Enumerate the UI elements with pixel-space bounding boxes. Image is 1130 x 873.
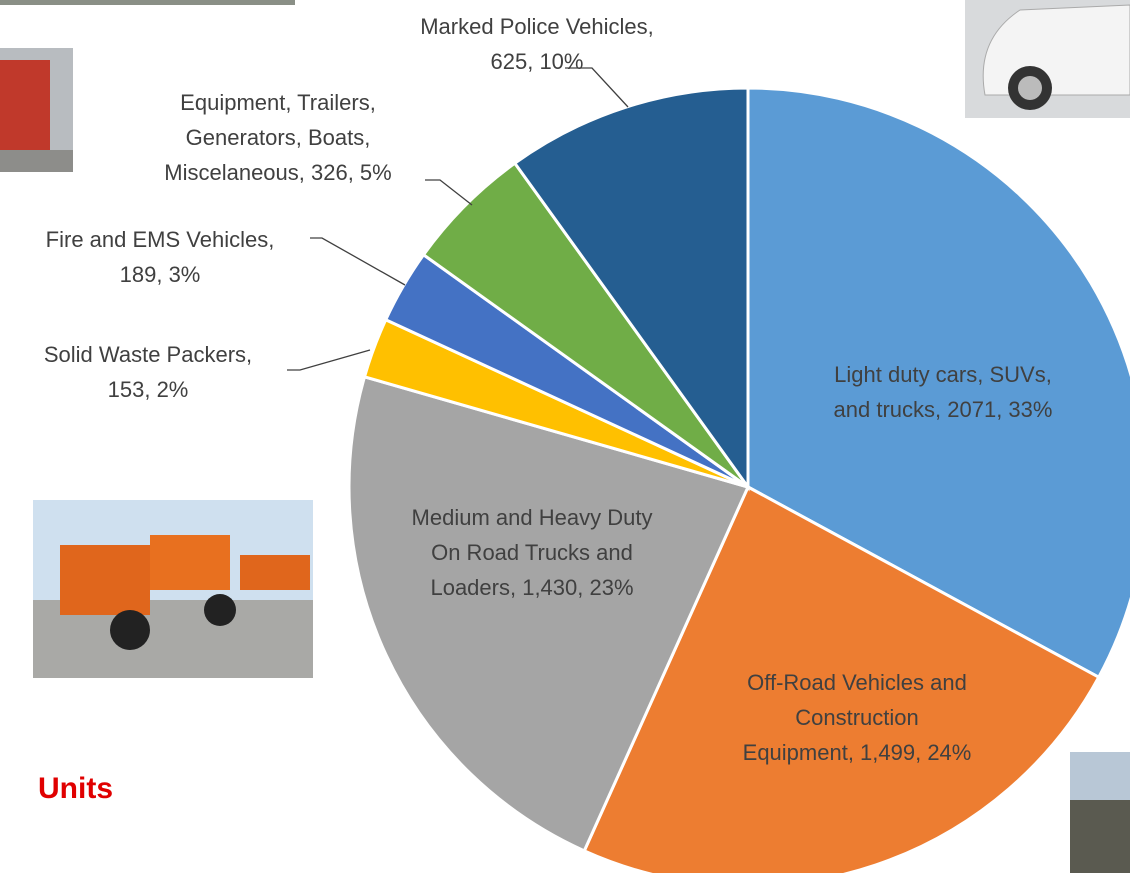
- leader-lines: [287, 67, 629, 371]
- pie-slice: [347, 374, 751, 853]
- slice-label: Fire and EMS Vehicles, 189, 3%: [45, 227, 275, 287]
- slice-label: Light duty cars, SUVs, and trucks, 2071,…: [833, 362, 1053, 422]
- leader-line: [287, 349, 371, 371]
- leader-line: [425, 179, 473, 206]
- slice-label: Equipment, Trailers, Generators, Boats, …: [164, 90, 392, 185]
- pie-slice: [746, 86, 1130, 680]
- photo: [0, 0, 295, 5]
- slice-label: Off-Road Vehicles and Construction Equip…: [742, 670, 972, 765]
- leader-line: [310, 237, 406, 286]
- photo-car: [965, 0, 1130, 118]
- slice-label: Medium and Heavy Duty On Road Trucks and…: [411, 505, 653, 600]
- photo-dump-truck: [33, 500, 313, 678]
- photo-fire-truck: [0, 48, 73, 172]
- leader-line: [565, 67, 629, 108]
- pie-slice: [582, 484, 1101, 873]
- slice-label: Marked Police Vehicles, 625, 10%: [420, 14, 654, 74]
- pie: [347, 86, 1130, 873]
- units-label: Units: [38, 772, 113, 805]
- pie-slice: [512, 86, 750, 492]
- slice-label: Solid Waste Packers, 153, 2%: [43, 342, 253, 402]
- photo-equipment: [1070, 752, 1130, 873]
